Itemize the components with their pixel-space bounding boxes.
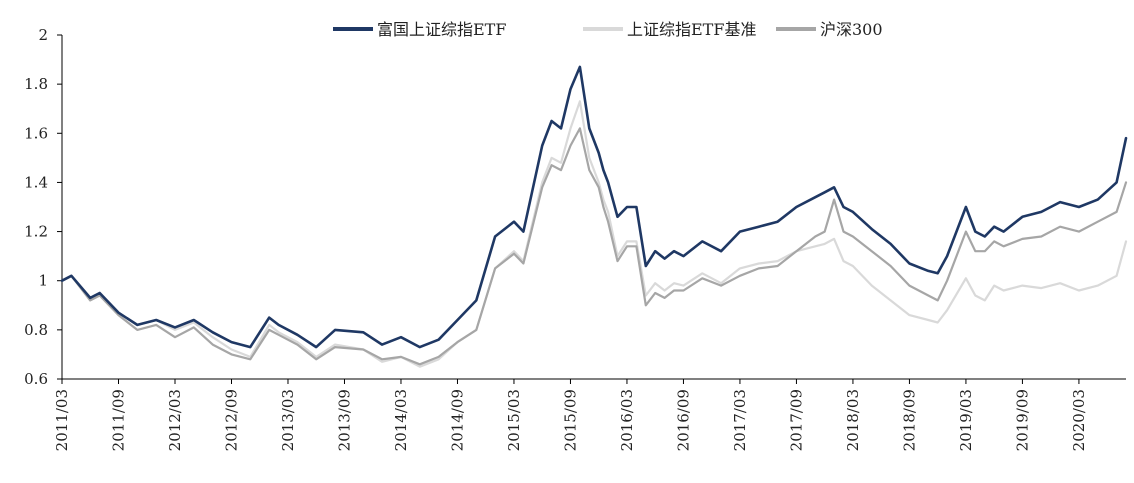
x-tick-label: 2012/09 [222, 389, 240, 451]
series-line-1 [60, 100, 1128, 368]
y-tick-label: 0.6 [24, 370, 48, 388]
y-axis: 0.6 0.8 1 1.2 1.4 1.6 1.8 2 [24, 26, 63, 388]
x-axis: 2011/03 2011/09 2012/03 2012/09 2013/03 2013/… [53, 378, 1126, 451]
legend-label-2: 沪深300 [820, 20, 883, 39]
x-tick-label: 2015/09 [561, 389, 579, 451]
x-tick-label: 2011/03 [53, 389, 71, 451]
x-tick-label: 2018/09 [900, 389, 918, 451]
x-tick-label: 2019/09 [1013, 389, 1031, 451]
legend-label-0: 富国上证综指ETF [377, 20, 506, 39]
y-tick-label: 1.4 [24, 173, 48, 191]
x-tick-label: 2017/09 [787, 389, 805, 451]
x-tick-label: 2017/03 [731, 389, 749, 451]
x-tick-label: 2013/09 [335, 389, 353, 451]
legend-label-1: 上证综指ETF基准 [627, 20, 756, 39]
x-tick-label: 2013/03 [279, 389, 297, 451]
y-tick-label: 2 [38, 26, 48, 44]
series-line-0 [60, 65, 1128, 349]
x-tick-label: 2020/03 [1070, 389, 1088, 451]
x-tick-label: 2014/03 [392, 389, 410, 451]
x-tick-label: 2015/03 [505, 389, 523, 451]
x-tick-label: 2016/09 [674, 389, 692, 451]
y-tick-label: 1.2 [24, 223, 48, 241]
y-tick-label: 1 [38, 272, 48, 290]
x-tick-label: 2012/03 [166, 389, 184, 451]
x-tick-label: 2011/09 [109, 389, 127, 451]
series-line-2 [60, 127, 1128, 366]
y-tick-label: 1.6 [24, 124, 48, 142]
x-tick-label: 2019/03 [957, 389, 975, 451]
x-tick-label: 2016/03 [618, 389, 636, 451]
x-tick-label: 2014/09 [448, 389, 466, 451]
legend: 富国上证综指ETF 上证综指ETF基准 沪深300 [333, 20, 883, 39]
x-tick-label: 2018/03 [844, 389, 862, 451]
y-tick-label: 1.8 [24, 75, 48, 93]
y-tick-label: 0.8 [24, 321, 48, 339]
series-lines [60, 65, 1128, 368]
